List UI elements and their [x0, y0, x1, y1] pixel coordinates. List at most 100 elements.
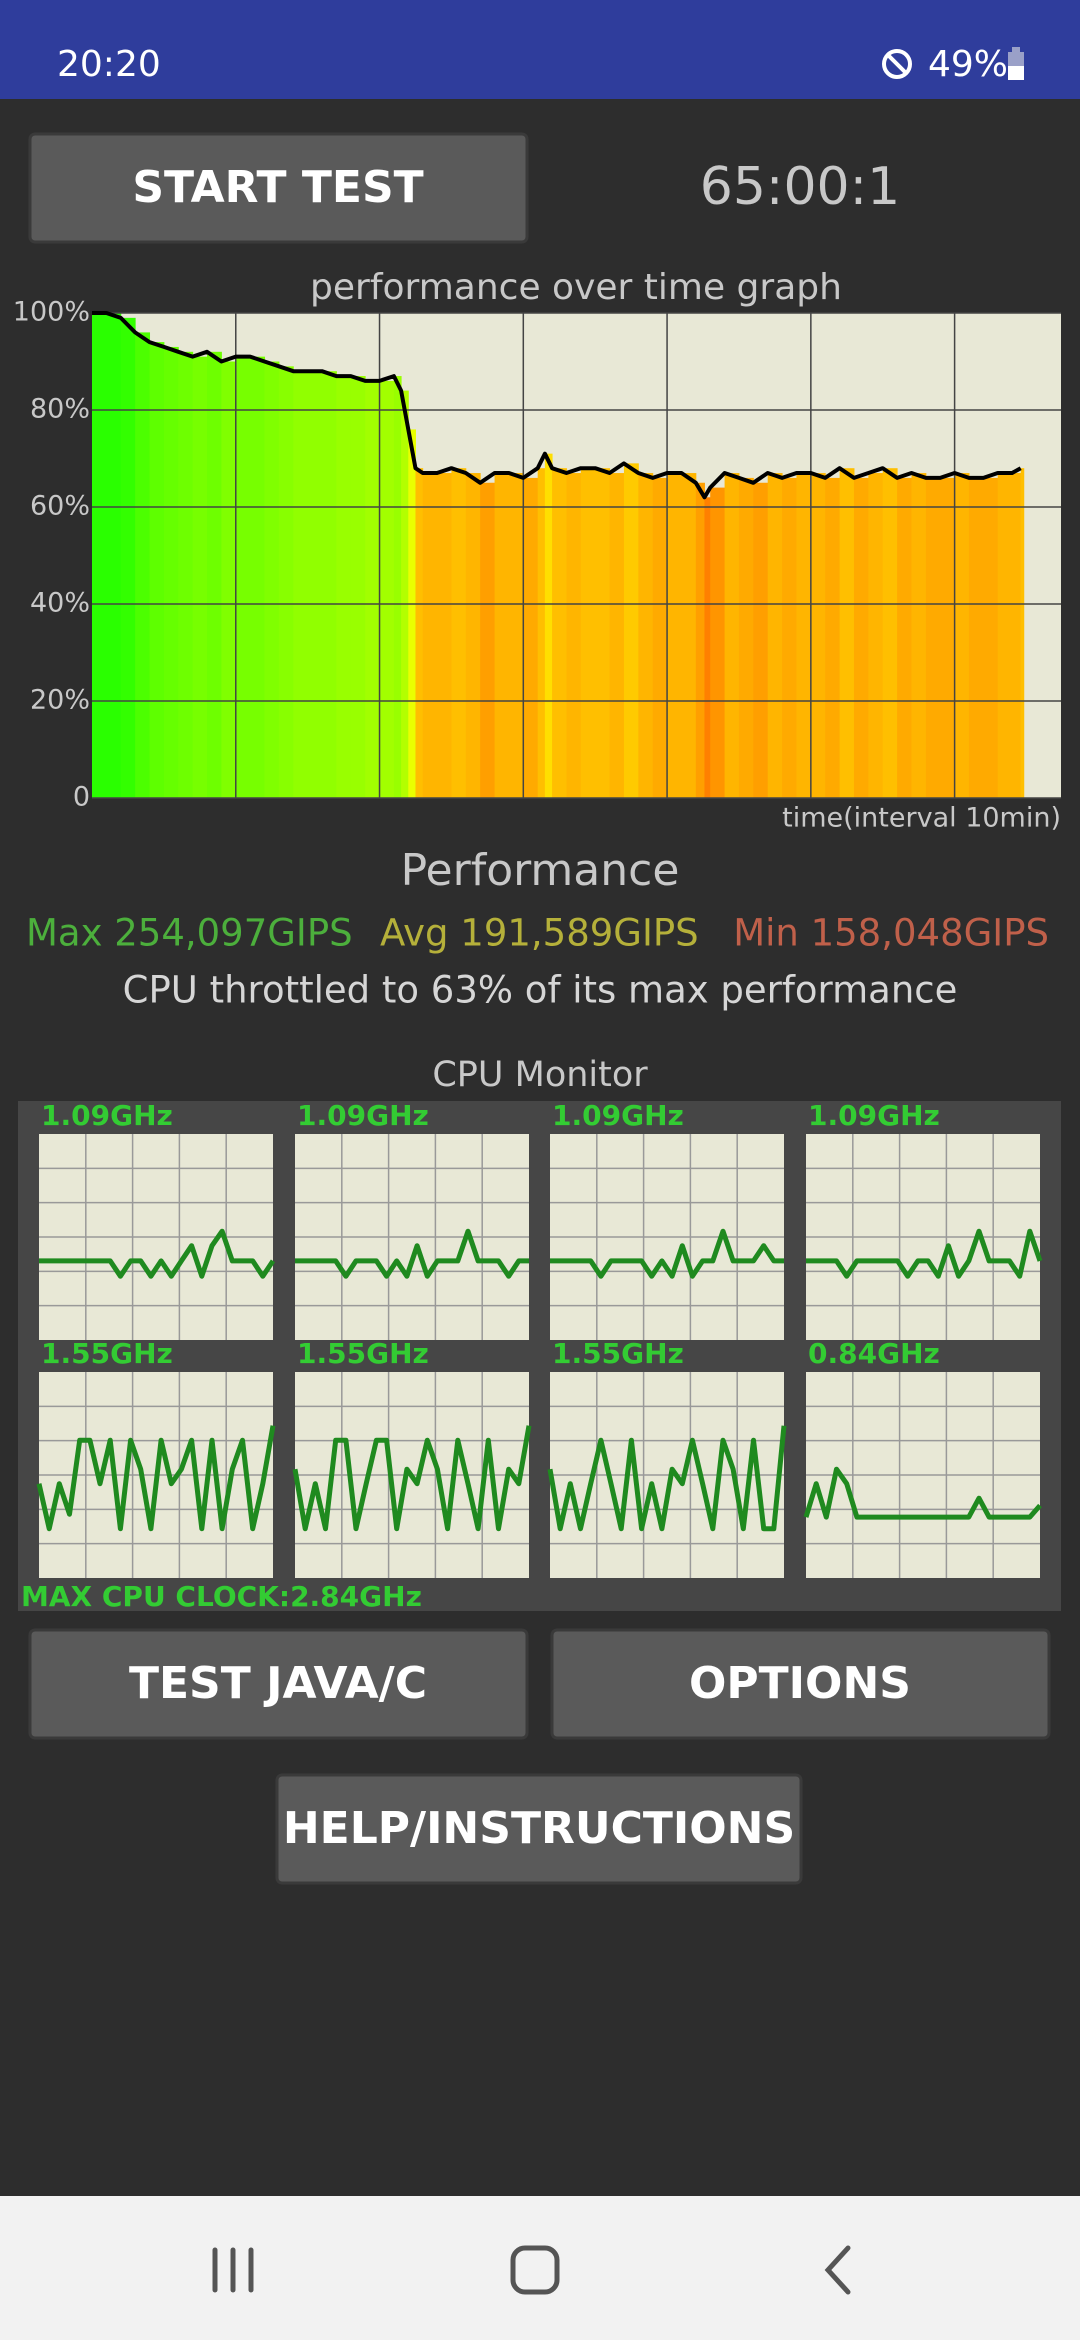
performance-strip — [738, 477, 754, 798]
timer: 65:00:1 — [700, 157, 900, 217]
performance-strip — [106, 313, 122, 798]
performance-strip — [609, 473, 625, 798]
y-tick-label: 20% — [30, 685, 90, 716]
max-performance: Max 254,097GIPS — [26, 912, 353, 955]
core-frequency-label: 1.09GHz — [552, 1099, 684, 1132]
performance-strip — [92, 313, 107, 798]
options-label[interactable]: OPTIONS — [689, 1658, 911, 1709]
performance-strip — [724, 473, 740, 798]
x-axis-label: time(interval 10min) — [782, 803, 1061, 834]
recent-apps-button[interactable] — [212, 2247, 254, 2293]
y-tick-label: 40% — [30, 588, 90, 619]
core-frequency-line — [803, 1466, 1042, 1520]
min-performance: Min 158,048GIPS — [733, 912, 1049, 955]
core-frequency-label: 1.55GHz — [41, 1337, 173, 1370]
core-frequency-label: 1.09GHz — [297, 1099, 429, 1132]
performance-strip — [1012, 473, 1022, 798]
battery-percent: 49% — [928, 44, 1008, 85]
performance-strip — [465, 473, 481, 798]
performance-strip — [566, 473, 582, 798]
performance-strip — [853, 477, 869, 798]
core-frequency-line — [806, 1228, 1043, 1279]
performance-strip — [897, 477, 912, 798]
performance-strip — [178, 351, 194, 798]
performance-strip — [192, 356, 208, 798]
start-test-button[interactable] — [28, 132, 529, 244]
performance-strip — [580, 468, 596, 798]
chart-title: performance over time graph — [310, 267, 842, 308]
performance-strip — [825, 477, 841, 798]
core-frequency-label: 1.09GHz — [41, 1099, 173, 1132]
core-frequency-line — [292, 1425, 532, 1532]
performance-strip — [710, 487, 726, 798]
y-tick-label: 80% — [30, 394, 90, 425]
core-graphs: 1.09GHz 1.09GHz 1.09GHz 1.09GHz 1.55GHz 1.55G… — [36, 1099, 1043, 1578]
performance-strip — [767, 473, 783, 798]
performance-strip — [120, 317, 136, 798]
performance-heading: Performance — [401, 845, 680, 896]
core-frequency-label: 0.84GHz — [808, 1337, 940, 1370]
test-java-c-label[interactable]: TEST JAVA/C — [129, 1658, 427, 1709]
performance-strip — [868, 473, 884, 798]
navigation-bar — [0, 2196, 1080, 2340]
core-frequency-line — [36, 1425, 276, 1532]
performance-strip — [695, 482, 705, 798]
performance-strip — [925, 477, 941, 798]
core-frequency-label: 1.55GHz — [297, 1337, 429, 1370]
options-button[interactable] — [550, 1628, 1051, 1740]
performance-strip — [264, 361, 280, 798]
performance-strip — [1020, 468, 1025, 798]
performance-strip — [379, 380, 395, 798]
performance-strip — [401, 390, 409, 798]
home-button[interactable] — [510, 2245, 560, 2295]
performance-strip — [149, 342, 165, 798]
plot: 100% 80% 60% 40% 20% 0 — [13, 297, 1061, 813]
dnd-icon — [882, 49, 912, 79]
performance-strip — [753, 482, 769, 798]
back-button[interactable] — [824, 2245, 851, 2295]
performance-strip — [940, 477, 956, 798]
performance-strip — [552, 468, 567, 798]
performance-strip — [365, 380, 381, 798]
throttle-summary: CPU throttled to 63% of its max performa… — [123, 969, 958, 1012]
performance-strip — [704, 497, 711, 798]
help-button[interactable] — [275, 1773, 803, 1885]
performance-strip — [810, 473, 826, 798]
test-java-c-button[interactable] — [28, 1628, 529, 1740]
performance-strip — [523, 477, 539, 798]
performance-strip — [681, 473, 697, 798]
performance-strip — [422, 473, 438, 798]
performance-strip — [393, 376, 402, 798]
performance-strip — [796, 473, 812, 798]
core-frequency-label: 1.55GHz — [552, 1337, 684, 1370]
performance-strip — [954, 473, 970, 798]
start-test-label[interactable]: START TEST — [132, 162, 423, 213]
performance-strip — [250, 356, 266, 798]
performance-strip — [163, 346, 179, 798]
avg-performance: Avg 191,589GIPS — [380, 912, 699, 955]
core-frequency-line — [550, 1228, 784, 1279]
performance-strip — [839, 468, 855, 798]
y-tick-label: 100% — [13, 297, 90, 328]
performance-strip — [451, 468, 467, 798]
performance-strip — [235, 356, 251, 798]
performance-strip — [480, 482, 496, 798]
performance-strip — [221, 361, 237, 798]
performance-strip — [968, 477, 984, 798]
performance-strip — [882, 468, 898, 798]
performance-strip — [350, 376, 366, 798]
performance-strip — [437, 473, 452, 798]
status-bar — [0, 0, 1080, 99]
performance-strip — [322, 371, 337, 798]
performance-line — [92, 311, 1022, 500]
core-frequency-label: 1.09GHz — [808, 1099, 940, 1132]
core-frequency-line — [547, 1425, 787, 1532]
core-frequency-line — [39, 1228, 276, 1279]
performance-strip — [595, 468, 611, 798]
performance-strip — [652, 477, 668, 798]
performance-strip — [508, 473, 524, 798]
y-tick-label: 60% — [30, 491, 90, 522]
help-label[interactable]: HELP/INSTRUCTIONS — [283, 1803, 795, 1854]
